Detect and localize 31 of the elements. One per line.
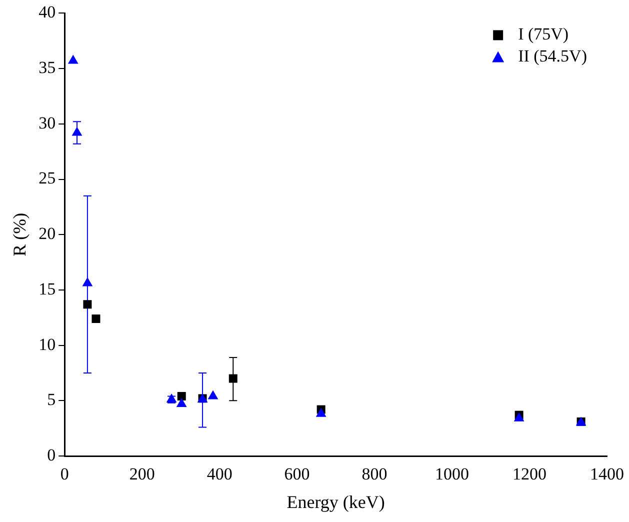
point (72, 126, 82, 136)
x-tick-label: 400 (206, 464, 232, 484)
point (83, 300, 92, 309)
x-tick-label: 1000 (435, 464, 470, 484)
y-tick-label: 0 (47, 445, 56, 464)
y-tick-label: 5 (47, 390, 56, 410)
legend-label: I (75V) (518, 24, 569, 44)
x-axis-title: Energy (keV) (286, 492, 385, 512)
y-tick-label: 40 (38, 2, 56, 22)
y-tick-label: 25 (38, 168, 56, 188)
point (176, 398, 187, 407)
x-tick-label: 200 (129, 464, 155, 484)
y-tick-label: 15 (38, 279, 56, 298)
x-tick-label: 1200 (512, 464, 547, 484)
legend-label: II (54.5V) (518, 46, 587, 66)
y-tick-label: 10 (38, 334, 56, 354)
point (208, 390, 218, 400)
point (316, 408, 326, 417)
y-tick-label: 30 (38, 113, 56, 132)
x-tick-label: 800 (362, 464, 388, 484)
x-tick-label: 0 (60, 464, 69, 484)
y-tick-label: 35 (38, 58, 56, 78)
x-tick-label: 600 (284, 464, 310, 484)
point (68, 54, 78, 64)
point (82, 277, 93, 286)
point (177, 392, 186, 400)
y-tick-label: 20 (38, 224, 56, 244)
x-tick-label: 1400 (590, 464, 624, 484)
y-axis-title: R (%) (10, 212, 30, 256)
point (228, 374, 238, 383)
point (92, 314, 100, 323)
